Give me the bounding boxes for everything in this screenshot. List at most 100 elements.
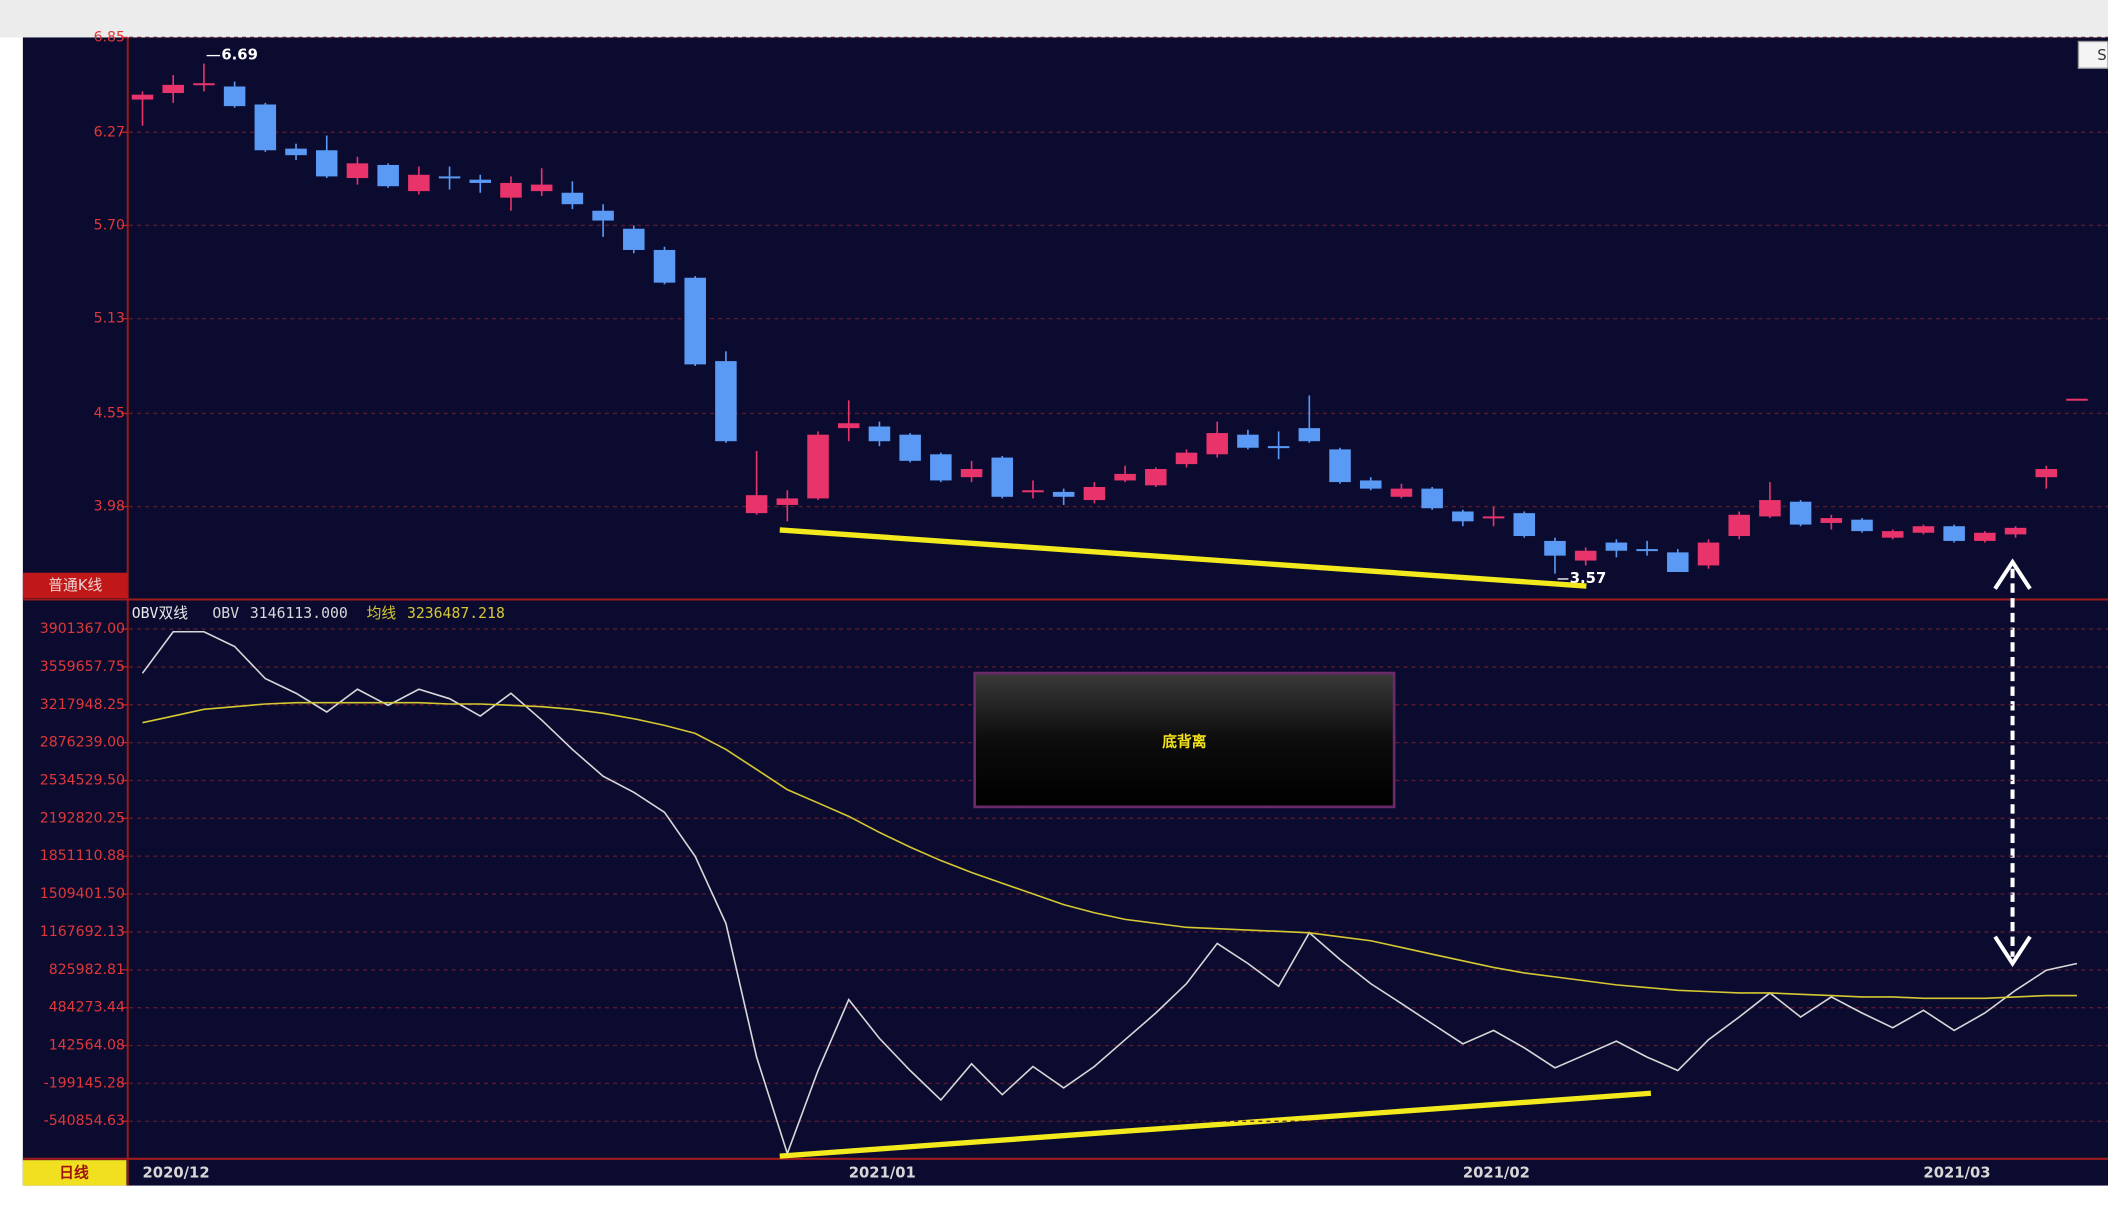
arrow-head	[1993, 935, 2032, 968]
candle-body	[1329, 449, 1351, 483]
low-label: 3.57	[1570, 570, 1606, 587]
legend-value: 3146113.000	[250, 605, 348, 622]
candle-body	[1974, 532, 1996, 541]
y-tick-label: 142564.08	[49, 1038, 125, 1054]
candle-body	[1390, 488, 1413, 497]
candle-body	[1145, 469, 1167, 486]
toolbar-button-label[interactable]: S	[2097, 47, 2106, 64]
y-tick-label: 2876239.00	[40, 735, 125, 751]
trend-line	[779, 1090, 1652, 1159]
toolbar-button[interactable]	[2077, 40, 2108, 69]
candle-body	[1574, 550, 1597, 561]
candle-body	[715, 361, 737, 442]
candle-body	[1636, 549, 1658, 552]
chart-background	[22, 37, 2108, 1186]
legend-name: 均线	[367, 605, 397, 622]
x-tick-label: 2021/03	[1923, 1165, 1990, 1182]
candle-body	[377, 164, 399, 187]
y-tick-label: 4.55	[94, 405, 125, 421]
y-tick-label: -540854.63	[44, 1113, 125, 1129]
candle-body	[561, 192, 584, 205]
candle-body	[1114, 473, 1136, 481]
x-tick-label: 2021/01	[849, 1165, 916, 1182]
candle-body	[1083, 486, 1106, 501]
y-tick-label: 3.98	[94, 499, 125, 515]
y-tick-label: 1509401.50	[40, 886, 125, 902]
candle-body	[1759, 500, 1781, 517]
period-label: 日线	[59, 1164, 89, 1182]
candle-body	[1943, 526, 1965, 541]
arrow-head	[1993, 558, 2032, 590]
candle-body	[1482, 516, 1505, 519]
candle-body	[162, 84, 184, 94]
y-tick-label: 484273.44	[49, 1000, 125, 1016]
candle-body	[899, 434, 921, 461]
candle-body	[315, 150, 338, 177]
candle-body	[1359, 480, 1382, 489]
candle-body	[1513, 513, 1536, 537]
candle-body	[868, 426, 891, 442]
candle-body	[1667, 552, 1689, 572]
legend-name: OBV	[212, 605, 239, 622]
candle-body	[1544, 540, 1566, 556]
y-tick-label: 1167692.13	[40, 924, 125, 940]
candle-body	[1851, 519, 1873, 532]
candle-body	[2004, 527, 2027, 535]
trend-line	[779, 527, 1587, 589]
candle-body	[469, 179, 492, 183]
candle-body	[1052, 491, 1075, 497]
candle-body	[408, 174, 430, 192]
candle-body	[1912, 526, 1935, 533]
candle-body	[1022, 490, 1044, 493]
candle-body	[653, 249, 676, 283]
y-tick-label: 6.27	[94, 124, 125, 140]
period-box	[22, 1160, 127, 1186]
candle-body	[837, 423, 860, 429]
legend-value: 3236487.218	[407, 605, 505, 622]
divergence-arrow	[1993, 558, 2032, 968]
y-tick-label: -199145.28	[44, 1075, 125, 1091]
candle-body	[991, 457, 1014, 497]
panel-label-box	[22, 572, 128, 599]
annotation-box	[973, 671, 1396, 809]
candle-body	[346, 163, 369, 179]
candle-body	[1452, 511, 1474, 522]
candle-body	[1728, 514, 1750, 537]
candle-body	[745, 495, 768, 514]
candle-body	[592, 210, 614, 221]
y-tick-label: 2534529.50	[40, 773, 125, 789]
candle-body	[1820, 518, 1843, 523]
y-tick-label: 2192820.25	[40, 810, 125, 826]
x-tick-label: 2021/02	[1463, 1165, 1530, 1182]
y-tick-label: 3217948.25	[40, 697, 125, 713]
y-tick-label: 5.70	[94, 217, 125, 233]
candle-body	[2035, 469, 2058, 478]
candle-body	[1175, 452, 1198, 465]
candle-body	[2066, 398, 2088, 401]
candle-body	[1237, 434, 1259, 448]
y-tick-label: 6.85	[94, 29, 125, 45]
candle-body	[223, 86, 246, 107]
indicator-title: OBV双线	[132, 605, 189, 622]
candle-body	[254, 104, 277, 151]
candle-body	[1605, 542, 1628, 551]
candle-body	[960, 469, 983, 478]
candle-body	[1421, 488, 1443, 509]
candle-body	[500, 182, 522, 198]
series-line	[141, 630, 2078, 1156]
candle-body	[1298, 428, 1321, 442]
y-tick-label: 1851110.88	[40, 848, 125, 864]
high-label: 6.69	[221, 47, 257, 64]
candle-body	[193, 83, 215, 86]
candle-body	[776, 498, 799, 505]
y-tick-label: 5.13	[94, 311, 125, 327]
candle-body	[807, 434, 829, 499]
y-tick-label: 3559657.75	[40, 659, 125, 675]
candle-body	[438, 176, 461, 179]
candle-body	[1206, 433, 1228, 455]
candle-body	[1267, 446, 1290, 449]
y-tick-label: 3901367.00	[40, 621, 125, 637]
candle-body	[930, 454, 952, 481]
